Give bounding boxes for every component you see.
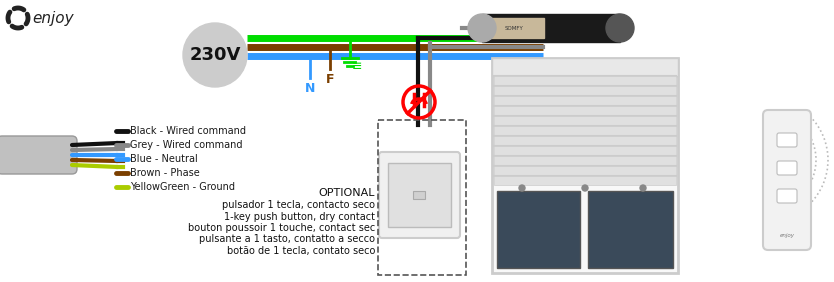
Text: N: N — [304, 82, 315, 95]
Circle shape — [606, 14, 634, 42]
FancyBboxPatch shape — [379, 152, 460, 238]
Text: bouton poussoir 1 touche, contact sec: bouton poussoir 1 touche, contact sec — [188, 223, 375, 233]
FancyBboxPatch shape — [777, 161, 797, 175]
Circle shape — [582, 185, 588, 191]
Bar — [494, 116, 676, 125]
Bar — [497, 191, 580, 268]
Bar — [588, 191, 673, 268]
Bar — [492, 58, 678, 76]
Text: OPTIONAL: OPTIONAL — [319, 188, 375, 198]
Bar — [494, 126, 676, 135]
Text: YellowGreen - Ground: YellowGreen - Ground — [130, 182, 235, 192]
Bar — [494, 96, 676, 105]
Text: enjoy: enjoy — [32, 10, 73, 25]
FancyBboxPatch shape — [777, 189, 797, 203]
Text: F: F — [326, 73, 334, 86]
Circle shape — [183, 23, 247, 87]
Bar — [494, 156, 676, 165]
Text: pulsante a 1 tasto, contatto a secco: pulsante a 1 tasto, contatto a secco — [199, 235, 375, 244]
Text: Brown - Phase: Brown - Phase — [130, 168, 200, 178]
Bar — [494, 176, 676, 185]
Circle shape — [468, 14, 496, 42]
Bar — [494, 136, 676, 145]
Circle shape — [519, 185, 525, 191]
FancyBboxPatch shape — [777, 133, 797, 147]
Bar — [494, 146, 676, 155]
Text: enjoy: enjoy — [780, 232, 795, 237]
Bar — [413, 191, 425, 199]
Text: Black - Wired command: Black - Wired command — [130, 126, 246, 136]
Bar — [388, 163, 451, 227]
Bar — [482, 14, 620, 42]
Text: pulsador 1 tecla, contacto seco: pulsador 1 tecla, contacto seco — [222, 200, 375, 210]
Bar — [378, 120, 466, 275]
Circle shape — [640, 185, 646, 191]
FancyBboxPatch shape — [763, 110, 811, 250]
Bar — [494, 76, 676, 85]
Text: Blue - Neutral: Blue - Neutral — [130, 154, 198, 164]
Text: 230V: 230V — [189, 46, 241, 64]
Bar — [492, 58, 678, 273]
Text: Grey - Wired command: Grey - Wired command — [130, 140, 243, 150]
Bar — [494, 106, 676, 115]
Text: ≡: ≡ — [352, 60, 363, 73]
Text: 1-key push button, dry contact: 1-key push button, dry contact — [224, 212, 375, 221]
Text: botão de 1 tecla, contato seco: botão de 1 tecla, contato seco — [227, 246, 375, 256]
Bar — [494, 166, 676, 175]
FancyBboxPatch shape — [0, 136, 77, 174]
Text: SOMFY: SOMFY — [505, 25, 524, 30]
Bar — [494, 86, 676, 95]
Bar — [484, 18, 544, 38]
Circle shape — [13, 13, 23, 23]
